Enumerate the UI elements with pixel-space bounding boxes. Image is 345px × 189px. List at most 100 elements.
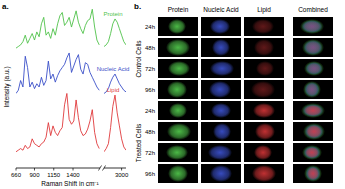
spectrum-line	[16, 9, 99, 48]
axis-break	[99, 166, 102, 171]
group-label: Treated Cells	[135, 123, 142, 162]
cell-image	[158, 122, 198, 141]
group-label: Control Cells	[135, 40, 142, 78]
cell-blob	[303, 81, 321, 98]
cell-blob	[210, 165, 232, 182]
cell-image	[158, 80, 198, 99]
cell-image	[158, 59, 198, 78]
cell-image	[293, 38, 333, 57]
cell-blob	[210, 19, 230, 34]
x-axis	[104, 168, 126, 169]
cell-blob	[211, 103, 231, 118]
x-tick-label: 1400	[66, 172, 80, 178]
cell-blob	[166, 39, 190, 56]
x-tick	[16, 168, 17, 171]
cell-blob	[304, 146, 321, 159]
cell-image	[244, 143, 284, 162]
cell-blob	[307, 63, 321, 74]
cell-blob	[167, 81, 187, 98]
cell-blob	[212, 39, 230, 56]
figure: a.660900115014003000Raman Shift in cm⁻¹I…	[0, 0, 345, 189]
x-axis-label: Raman Shift in cm⁻¹	[41, 180, 99, 187]
cell-blob	[168, 61, 190, 76]
cell-blob	[253, 103, 275, 118]
cell-blob	[304, 105, 322, 116]
x-tick-label: 1150	[47, 172, 61, 178]
cell-blob	[305, 124, 324, 139]
x-axis	[16, 168, 100, 169]
cell-image	[244, 101, 284, 120]
cell-blob	[305, 41, 321, 54]
cell-blob	[304, 61, 324, 76]
series-label: Protein	[103, 11, 122, 17]
cell-blob	[168, 19, 186, 34]
cell-blob	[302, 145, 322, 160]
cell-image	[293, 80, 333, 99]
cell-blob	[307, 167, 319, 180]
cell-blob	[209, 81, 231, 98]
cell-image	[244, 164, 284, 183]
cell-blob	[213, 123, 231, 140]
row-label: 96h	[145, 87, 155, 93]
plot-lines	[104, 19, 126, 152]
cell-blob	[208, 145, 232, 160]
spectrum-line	[16, 93, 99, 151]
cell-image	[293, 17, 333, 36]
row-label: 96h	[145, 171, 155, 177]
cell-image	[158, 17, 198, 36]
cell-blob	[254, 145, 272, 160]
x-tick-label: 900	[29, 172, 40, 178]
cell-image	[201, 122, 241, 141]
cell-blob	[210, 61, 234, 76]
cell-blob	[305, 147, 319, 158]
cell-blob	[254, 39, 274, 56]
cell-image	[201, 80, 241, 99]
cell-image	[158, 143, 198, 162]
row-label: 48h	[145, 129, 155, 135]
spectrum-line	[16, 53, 99, 94]
x-tick-label: 3000	[115, 172, 129, 178]
cell-blob	[303, 123, 325, 140]
cell-blob	[304, 40, 323, 55]
cell-image	[158, 38, 198, 57]
cell-image	[158, 101, 198, 120]
cell-blob	[306, 62, 323, 75]
cell-blob	[256, 61, 274, 76]
cell-image	[244, 38, 284, 57]
cell-image	[293, 59, 333, 78]
cell-blob	[303, 21, 321, 32]
cell-blob	[169, 103, 187, 118]
column-header: Combined	[298, 6, 328, 13]
x-tick	[53, 168, 54, 171]
cell-blob	[306, 83, 318, 96]
cell-blob	[255, 123, 275, 140]
cell-blob	[304, 165, 322, 182]
cell-blob	[303, 104, 324, 117]
panel-label: b.	[134, 2, 141, 11]
cell-image	[244, 59, 284, 78]
cell-blob	[301, 103, 325, 118]
cell-blob	[302, 20, 323, 33]
cell-image	[201, 17, 241, 36]
row-label: 24h	[145, 108, 155, 114]
cell-image	[244, 80, 284, 99]
cell-blob	[251, 81, 275, 98]
cell-blob	[302, 39, 324, 56]
column-header: Nucleic Acid	[203, 6, 239, 13]
cell-image	[293, 164, 333, 183]
cell-image	[244, 17, 284, 36]
column-header: Lipid	[257, 6, 271, 14]
cell-blob	[305, 82, 320, 97]
x-tick	[34, 168, 35, 171]
plot-lines	[16, 9, 99, 152]
x-tick	[121, 168, 122, 171]
spectrum-line	[104, 19, 126, 47]
spectrum-line	[104, 95, 126, 152]
cell-image	[201, 59, 241, 78]
row-label: 48h	[145, 45, 155, 51]
cell-image	[244, 122, 284, 141]
cell-blob	[252, 19, 274, 34]
column-header: Protein	[168, 6, 189, 13]
cell-blob	[252, 165, 276, 182]
cell-image	[201, 101, 241, 120]
